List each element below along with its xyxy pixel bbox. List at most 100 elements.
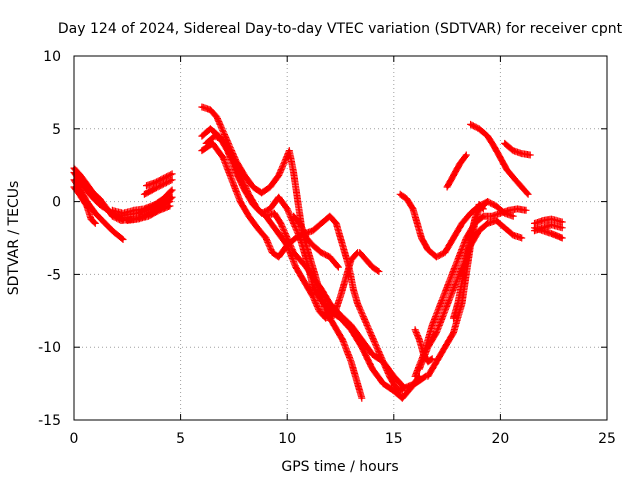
data-point	[264, 214, 268, 218]
data-point	[486, 134, 489, 138]
data-point	[520, 152, 523, 155]
x-tick-label: 20	[491, 431, 509, 447]
data-point	[561, 220, 564, 224]
data-point	[526, 193, 530, 196]
data-point	[520, 185, 523, 189]
data-point	[143, 193, 146, 196]
data-point	[503, 212, 506, 215]
data-point	[168, 204, 172, 208]
data-point	[369, 331, 372, 334]
data-point	[251, 185, 255, 189]
data-point	[126, 213, 129, 216]
data-point	[392, 375, 395, 378]
data-point	[126, 219, 129, 222]
data-point	[418, 338, 421, 342]
x-tick-label: 5	[176, 431, 185, 447]
data-point	[430, 324, 434, 327]
series-arc-28	[450, 201, 487, 322]
series-arc-19	[467, 120, 532, 198]
data-point	[98, 197, 101, 200]
data-point	[452, 287, 455, 291]
data-point	[273, 212, 276, 215]
data-point	[320, 287, 323, 291]
data-point	[153, 187, 157, 190]
data-point	[477, 229, 481, 232]
data-point	[320, 222, 323, 225]
chart-title: Day 124 of 2024, Sidereal Day-to-day VTE…	[58, 21, 623, 37]
data-point	[89, 217, 93, 221]
data-point	[209, 127, 212, 130]
data-point	[341, 244, 344, 247]
data-point	[460, 280, 464, 283]
x-tick-label: 0	[70, 431, 79, 447]
data-point	[403, 386, 406, 390]
data-point	[292, 222, 295, 225]
y-tick-label: -15	[38, 413, 61, 429]
data-point	[469, 123, 472, 126]
data-point	[200, 134, 204, 138]
data-point	[516, 207, 519, 211]
series-arc-21	[531, 215, 566, 227]
data-point	[136, 217, 140, 221]
data-point	[288, 149, 291, 152]
data-point	[85, 204, 88, 208]
data-point	[349, 258, 353, 262]
series-arc-07	[140, 176, 176, 198]
data-point	[111, 209, 114, 212]
data-point	[377, 270, 381, 273]
data-point	[352, 287, 355, 291]
data-point	[111, 229, 114, 232]
data-point	[349, 360, 353, 363]
data-point	[170, 172, 174, 176]
data-point	[503, 226, 506, 230]
data-point	[286, 207, 289, 211]
data-point	[268, 185, 272, 189]
data-point	[168, 200, 172, 203]
data-point	[426, 346, 430, 349]
data-point	[335, 222, 338, 225]
data-point	[81, 182, 84, 186]
data-point	[460, 222, 464, 225]
data-point	[243, 174, 246, 177]
data-point	[529, 153, 532, 157]
data-point	[311, 295, 314, 298]
data-point	[264, 236, 268, 240]
data-point	[490, 214, 494, 218]
data-point	[294, 236, 297, 240]
data-point	[286, 236, 289, 240]
data-point	[209, 108, 212, 112]
data-point	[413, 375, 417, 378]
data-point	[392, 389, 395, 393]
y-tick-label: 5	[52, 122, 61, 138]
data-point	[279, 222, 283, 225]
y-tick-label: 0	[52, 195, 61, 211]
series-arc-18	[443, 151, 470, 191]
data-point	[460, 302, 464, 305]
data-point	[85, 182, 88, 186]
data-point	[413, 328, 417, 331]
data-point	[79, 194, 82, 197]
data-point	[89, 194, 93, 197]
data-point	[277, 196, 280, 199]
data-point	[256, 226, 259, 230]
data-point	[511, 214, 515, 218]
data-point	[158, 204, 161, 208]
data-point	[511, 149, 515, 152]
data-point	[362, 316, 366, 320]
series-arc-06	[113, 198, 174, 220]
data-point	[294, 265, 297, 269]
data-point	[170, 178, 174, 181]
data-point	[371, 265, 374, 269]
data-point	[503, 142, 506, 145]
data-point	[394, 386, 398, 390]
data-point	[337, 265, 340, 269]
data-point	[328, 255, 332, 259]
data-point	[341, 338, 344, 342]
data-point	[420, 236, 423, 240]
data-point	[349, 324, 353, 327]
data-point	[458, 162, 462, 165]
data-point	[561, 236, 564, 240]
data-point	[277, 255, 280, 259]
data-point	[360, 346, 364, 349]
